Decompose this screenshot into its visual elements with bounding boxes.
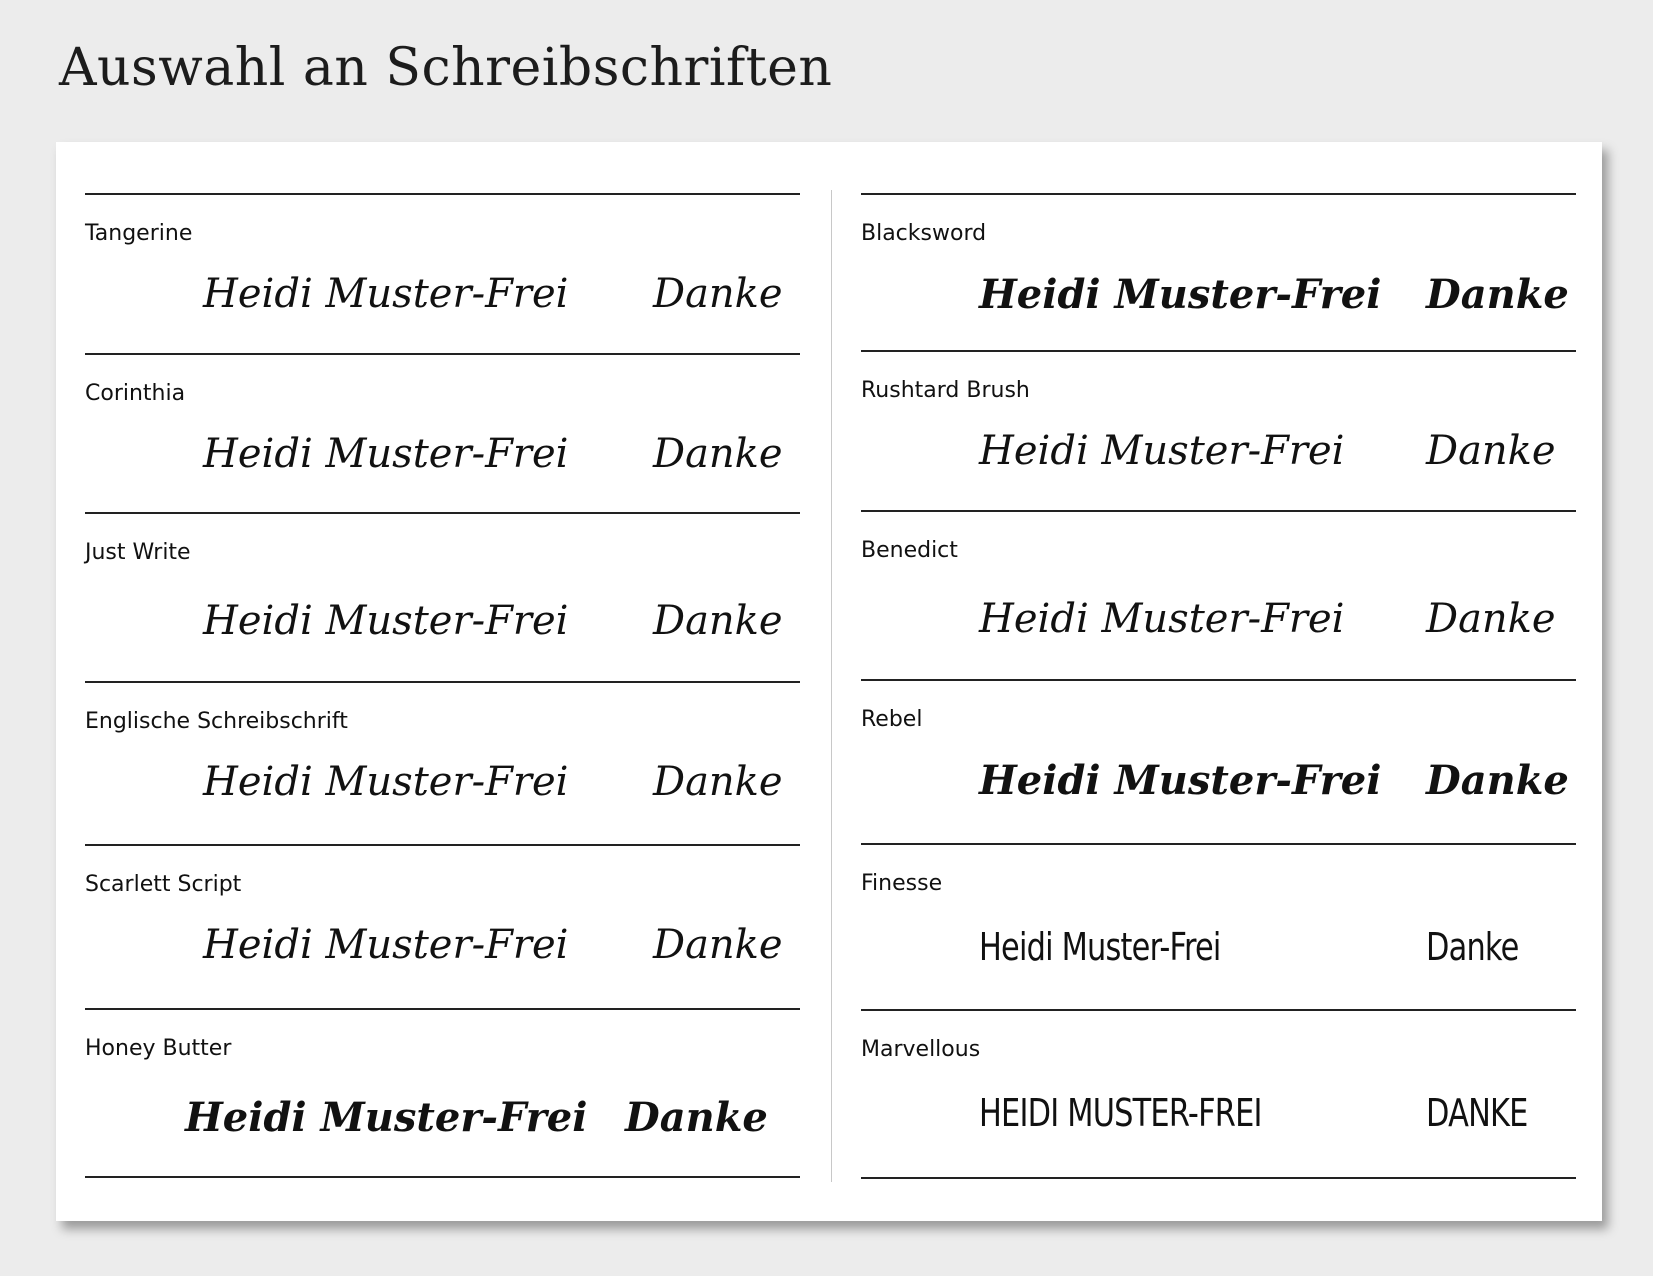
sample-thanks: Danke xyxy=(1426,428,1556,474)
sample-thanks: Danke xyxy=(653,598,783,644)
sample-thanks: Danke xyxy=(625,1094,768,1141)
sample-name: Heidi Muster-Frei xyxy=(203,922,569,968)
font-row: Honey Butter Heidi Muster-Frei Danke xyxy=(85,1010,800,1178)
sample-name: HEIDI MUSTER-FREI xyxy=(979,1091,1262,1135)
font-name: Englische Schreibschrift xyxy=(85,709,348,734)
font-row: Benedict Heidi Muster-Frei Danke xyxy=(861,512,1576,681)
sample-name: Heidi Muster-Frei xyxy=(203,759,569,805)
font-row: Scarlett Script Heidi Muster-Frei Danke xyxy=(85,846,800,1010)
sample-thanks: Danke xyxy=(653,759,783,805)
sample-name: Heidi Muster-Frei xyxy=(979,757,1382,804)
font-row: Rushtard Brush Heidi Muster-Frei Danke xyxy=(861,352,1576,512)
sample-thanks: Danke xyxy=(1426,925,1519,969)
sample-name: Heidi Muster-Frei xyxy=(979,428,1345,474)
font-name: Tangerine xyxy=(85,221,193,246)
font-name: Rebel xyxy=(861,707,923,732)
left-column: Tangerine Heidi Muster-Frei Danke Corinthi… xyxy=(85,193,800,1178)
font-name: Honey Butter xyxy=(85,1036,232,1061)
font-row: Rebel Heidi Muster-Frei Danke xyxy=(861,681,1576,845)
font-name: Benedict xyxy=(861,538,958,563)
sample-thanks: Danke xyxy=(1426,596,1556,642)
sample-name: Heidi Muster-Frei xyxy=(979,596,1345,642)
sample-name: Heidi Muster-Frei xyxy=(185,1094,588,1141)
font-row: Just Write Heidi Muster-Frei Danke xyxy=(85,514,800,683)
font-row: Englische Schreibschrift Heidi Muster-Fre… xyxy=(85,683,800,846)
rule xyxy=(861,193,1576,195)
sample-thanks: Danke xyxy=(1426,271,1569,318)
sample-name: Heidi Muster-Frei xyxy=(979,271,1382,318)
font-row: Blacksword Heidi Muster-Frei Danke xyxy=(861,195,1576,352)
column-divider xyxy=(831,190,832,1182)
font-name: Finesse xyxy=(861,871,943,896)
font-samples-card: Tangerine Heidi Muster-Frei Danke Corinthi… xyxy=(56,142,1602,1221)
sample-name: Heidi Muster-Frei xyxy=(203,431,569,477)
sample-name: Heidi Muster-Frei xyxy=(979,925,1221,969)
sample-thanks: Danke xyxy=(653,431,783,477)
font-row: Tangerine Heidi Muster-Frei Danke xyxy=(85,195,800,355)
font-name: Scarlett Script xyxy=(85,872,242,897)
font-name: Marvellous xyxy=(861,1037,981,1062)
sample-name: Heidi Muster-Frei xyxy=(203,598,569,644)
sample-thanks: Danke xyxy=(1426,757,1569,804)
page-title: Auswahl an Schreibschriften xyxy=(59,38,833,98)
font-name: Just Write xyxy=(85,540,191,565)
font-row: Finesse Heidi Muster-Frei Danke xyxy=(861,845,1576,1011)
font-name: Blacksword xyxy=(861,221,987,246)
sample-name: Heidi Muster-Frei xyxy=(203,271,569,317)
sample-thanks: Danke xyxy=(653,271,783,317)
font-name: Rushtard Brush xyxy=(861,378,1030,403)
font-row: Marvellous HEIDI MUSTER-FREI DANKE xyxy=(861,1011,1576,1179)
rule xyxy=(85,193,800,195)
sample-thanks: DANKE xyxy=(1426,1091,1528,1135)
right-column: Blacksword Heidi Muster-Frei Danke Rushtar… xyxy=(861,193,1576,1179)
font-name: Corinthia xyxy=(85,381,186,406)
font-row: Corinthia Heidi Muster-Frei Danke xyxy=(85,355,800,514)
sample-thanks: Danke xyxy=(653,922,783,968)
